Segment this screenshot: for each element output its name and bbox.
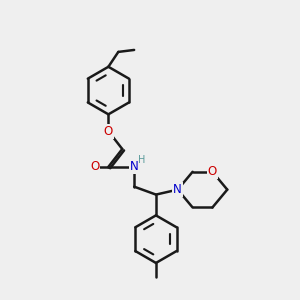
Text: O: O bbox=[104, 125, 113, 138]
Text: O: O bbox=[90, 160, 99, 173]
Text: N: N bbox=[130, 160, 139, 173]
Text: N: N bbox=[173, 183, 182, 196]
Text: H: H bbox=[138, 155, 146, 165]
Text: O: O bbox=[208, 165, 217, 178]
